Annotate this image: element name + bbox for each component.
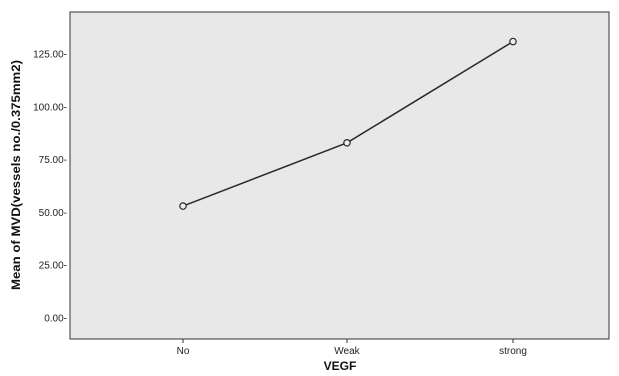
plot-area [69,11,610,340]
x-tick-label: Weak [334,346,360,357]
y-tick-label: 25.00- [39,261,67,272]
data-point-marker [179,202,187,210]
y-tick-label: 0.00- [44,313,67,324]
y-tick-label: 75.00- [39,155,67,166]
y-axis-title: Mean of MVD(vessels no./0.375mm2) [9,60,23,290]
y-axis-ticks: 0.00- 25.00- 50.00- 75.00- 100.00- 125.00- [33,50,67,325]
series-layer [179,37,517,210]
data-point-marker [343,139,351,147]
x-axis-title: VEGF [324,359,357,373]
x-axis-ticks: No Weak strong [177,339,527,357]
y-tick-label: 125.00- [33,50,67,61]
x-tick-label: strong [499,346,527,357]
data-point-marker [509,37,517,46]
x-tick-label: No [177,346,190,357]
y-tick-label: 100.00- [33,102,67,113]
y-tick-label: 50.00- [39,208,67,219]
